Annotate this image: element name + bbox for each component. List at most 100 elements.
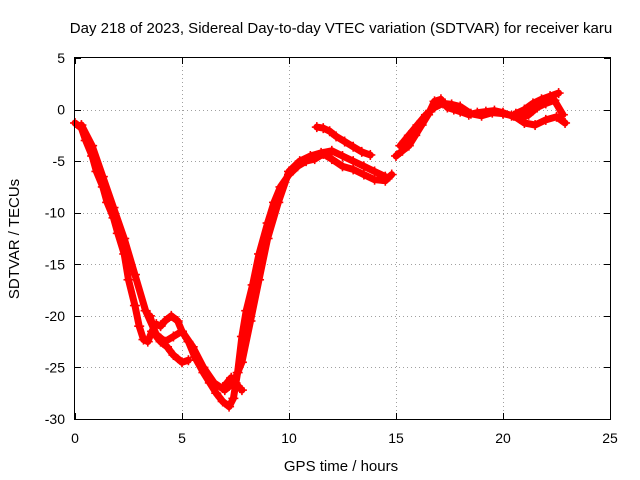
data-point <box>395 140 406 151</box>
data-point <box>358 161 369 172</box>
series-line <box>396 99 569 150</box>
data-point <box>337 161 348 172</box>
x-tick-label: 15 <box>388 430 404 446</box>
y-tick-label: -5 <box>53 153 66 169</box>
data-point <box>198 362 209 373</box>
data-point <box>273 197 284 208</box>
data-point <box>129 269 140 280</box>
data-point <box>530 120 541 131</box>
data-point <box>326 145 337 156</box>
data-point <box>324 126 335 137</box>
data-point <box>545 91 556 102</box>
data-point <box>183 355 194 366</box>
data-point <box>245 316 256 327</box>
data-point <box>211 388 222 399</box>
data-point <box>217 383 228 394</box>
data-point <box>87 140 98 151</box>
data-point <box>129 300 140 311</box>
data-point <box>134 321 145 332</box>
data-point <box>519 117 530 128</box>
data-point <box>217 396 228 407</box>
y-tick-label: -30 <box>45 411 65 427</box>
data-point <box>294 156 305 167</box>
data-point <box>221 377 232 388</box>
data-point <box>348 141 359 152</box>
data-point <box>510 108 521 119</box>
x-tick-label: 25 <box>602 430 618 446</box>
data-point <box>305 150 316 161</box>
data-series <box>70 88 571 412</box>
plot-frame <box>74 57 611 420</box>
data-point <box>284 166 294 177</box>
x-tick-label: 10 <box>281 430 297 446</box>
data-point <box>172 316 183 327</box>
data-point <box>339 136 350 147</box>
data-point <box>155 336 166 347</box>
data-point <box>123 274 134 285</box>
chart-title: Day 218 of 2023, Sidereal Day-to-day VTE… <box>70 20 612 37</box>
data-point <box>331 131 342 142</box>
data-point <box>162 341 173 352</box>
data-point <box>403 130 414 141</box>
data-point <box>523 109 534 120</box>
data-point <box>540 114 551 125</box>
data-point <box>142 336 153 347</box>
data-point <box>311 122 322 133</box>
data-point <box>403 140 414 151</box>
data-point <box>446 99 457 110</box>
data-point <box>254 274 265 285</box>
x-tick-label: 5 <box>178 430 186 446</box>
data-point <box>230 377 241 388</box>
data-point <box>348 156 359 167</box>
data-point <box>159 316 170 327</box>
y-tick-label: -10 <box>45 205 65 221</box>
data-point <box>429 102 440 113</box>
y-tick-label: -15 <box>45 256 65 272</box>
data-point <box>144 310 155 321</box>
data-point <box>236 357 247 368</box>
data-point <box>177 357 187 368</box>
data-point <box>76 120 87 131</box>
data-point <box>318 123 329 134</box>
data-point <box>119 233 130 244</box>
data-point <box>262 233 273 244</box>
data-point <box>224 401 235 412</box>
data-point <box>386 169 397 180</box>
data-point <box>420 109 431 120</box>
data-point <box>519 104 530 115</box>
data-point <box>166 310 177 321</box>
data-point <box>209 377 220 388</box>
data-point <box>465 108 476 119</box>
data-point <box>527 98 538 109</box>
data-point <box>560 117 571 128</box>
y-tick-label: 5 <box>57 50 65 66</box>
data-point <box>108 202 119 213</box>
data-point <box>226 372 237 383</box>
y-tick-label: -20 <box>45 308 65 324</box>
data-point <box>536 94 547 105</box>
data-point <box>487 107 498 118</box>
axis-ticks: 0 5 10 15 20 25 5 0 -5 -10 -15 -20 -25 -30 <box>45 50 618 446</box>
x-tick-label: 20 <box>495 430 511 446</box>
data-point <box>391 150 401 161</box>
x-tick-label: 0 <box>71 430 79 446</box>
data-point <box>155 321 166 332</box>
y-axis-label: SDTVAR / TECUs <box>6 179 23 299</box>
data-point <box>356 146 367 157</box>
data-point <box>380 171 391 182</box>
data-point <box>365 149 376 160</box>
data-point <box>236 385 247 396</box>
data-point <box>187 341 198 352</box>
data-point <box>553 88 564 99</box>
x-axis-label: GPS time / hours <box>284 458 398 475</box>
data-point <box>455 101 466 112</box>
data-point <box>97 171 108 182</box>
data-point <box>438 98 449 109</box>
data-point <box>337 150 348 161</box>
data-point <box>498 108 508 119</box>
data-point <box>234 383 245 394</box>
data-point <box>412 120 423 131</box>
data-point <box>138 334 149 345</box>
data-point <box>140 305 151 316</box>
